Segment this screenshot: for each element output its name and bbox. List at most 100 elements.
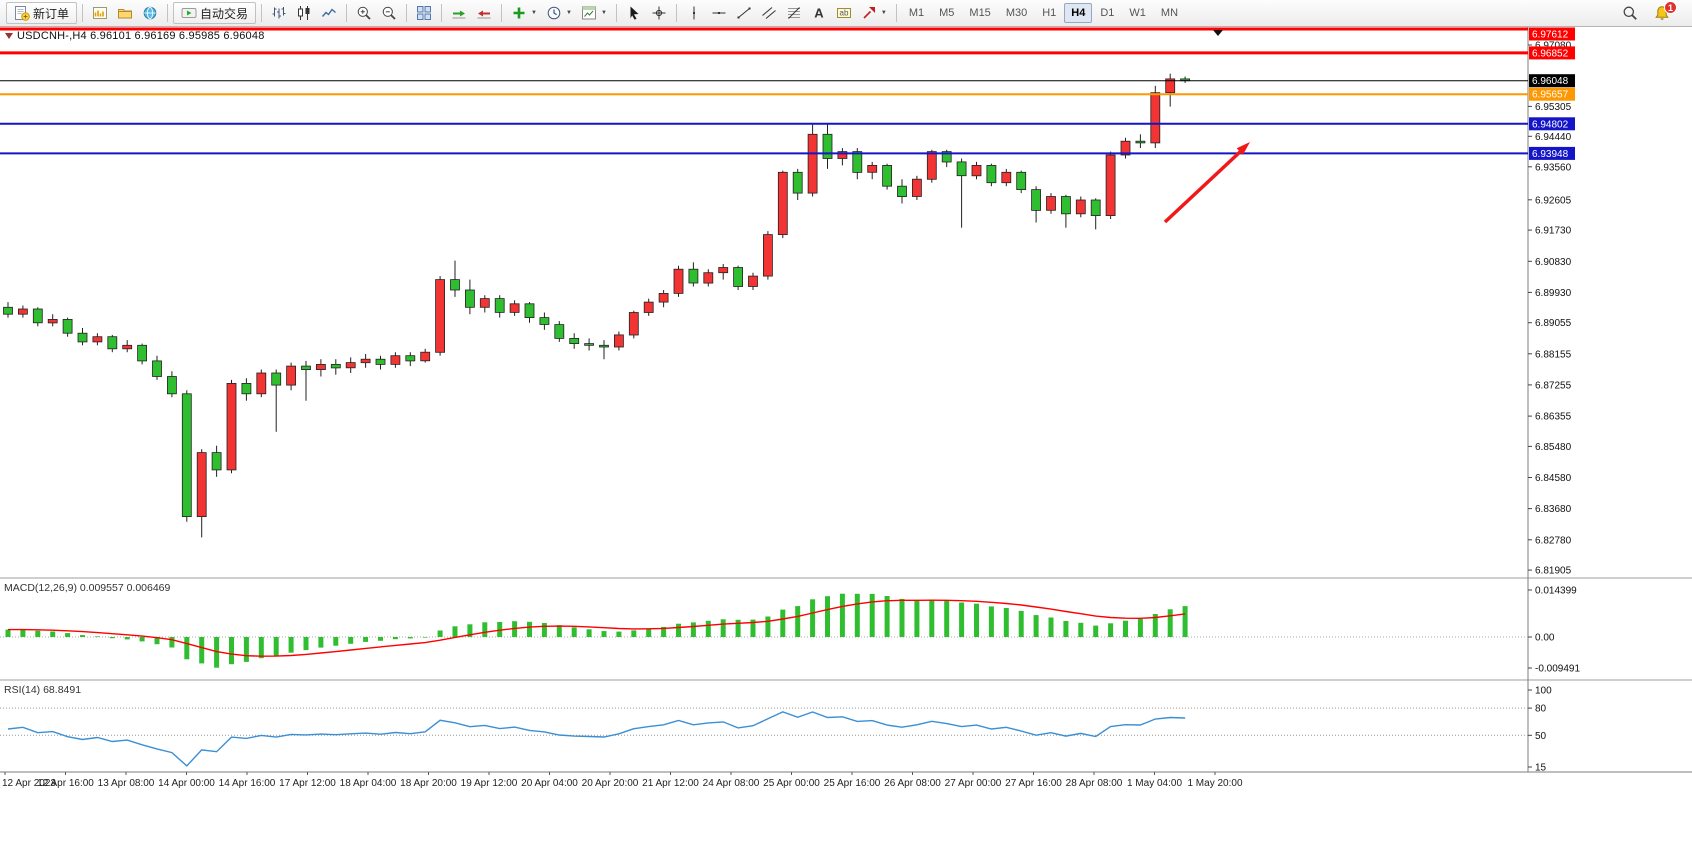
one-click-trading-toggle[interactable] [5,33,13,39]
svg-text:6.82780: 6.82780 [1535,535,1572,546]
timeframe-m30-button[interactable]: M30 [1005,7,1028,19]
macd-histogram-bar [1078,622,1084,637]
trendline-button[interactable] [732,2,756,24]
candle-body [1120,140,1131,156]
equidistant-channel-button[interactable] [757,2,781,24]
candles-icon [298,6,310,20]
candle-body [614,334,624,348]
templates-button[interactable]: ▼ [577,2,611,24]
trend-arrow-annotation[interactable] [1163,142,1250,224]
svg-text:6.94440: 6.94440 [1535,132,1572,143]
macd-histogram-bar [735,619,741,637]
zoom-out-button[interactable] [377,2,401,24]
macd-histogram-bar [795,606,801,637]
macd-histogram-bar [35,630,41,637]
svg-text:6.95305: 6.95305 [1535,102,1572,113]
tile-windows-button[interactable] [412,2,436,24]
timeframe-mn-button[interactable]: MN [1160,7,1179,19]
chart-canvas[interactable]: 6.97080 6.95305 6.94440 6.93560 6.92605 6.917… [0,27,1692,857]
zoom-in-button[interactable] [352,2,376,24]
candle-body [256,372,267,395]
cursor-button[interactable] [622,2,646,24]
horizontal-line-button[interactable] [707,2,731,24]
svg-text:6.90830: 6.90830 [1535,257,1572,268]
candle-body [1150,92,1161,144]
macd-histogram-bar [616,631,622,637]
svg-text:12 Apr 16:00: 12 Apr 16:00 [37,778,94,789]
candle-body [1046,196,1056,211]
vertical-line-button[interactable] [682,2,706,24]
macd-histogram-bar [229,637,234,665]
dropdown-caret-icon[interactable]: ▼ [600,10,607,16]
timeframe-m15-button[interactable]: M15 [969,7,991,19]
toolbar-separator [501,4,503,22]
magnifier-icon [1623,6,1637,20]
bar-chart-button[interactable] [267,2,291,24]
candle-body [554,324,565,339]
data-window-button[interactable] [138,2,162,24]
text-button[interactable]: A [807,2,831,24]
macd-histogram-bar [20,629,26,637]
autotrading-button[interactable]: 自动交易 [173,2,257,24]
timeframe-m5-button[interactable]: M5 [939,7,955,19]
text-icon: A [814,6,824,21]
macd-histogram-bar [959,602,965,637]
macd-histogram-bar [184,637,190,660]
macd-histogram-bar [5,629,11,637]
charts-button[interactable] [88,2,112,24]
macd-histogram-bar [974,603,979,637]
candle-body [584,343,594,346]
periods-button[interactable]: ▼ [542,2,576,24]
template-icon [581,6,596,20]
macd-histogram-bar [199,637,205,664]
indicators-icon [513,7,525,19]
svg-text:A: A [814,6,824,21]
svg-text:20 Apr 20:00: 20 Apr 20:00 [582,778,639,789]
fibonacci-button[interactable] [782,2,806,24]
candle-body [599,344,609,348]
timeframe-h1-button[interactable]: H1 [1042,7,1057,19]
macd-histogram-bar [437,630,443,637]
dropdown-caret-icon[interactable]: ▼ [565,10,572,16]
dropdown-caret-icon[interactable]: ▼ [880,10,887,16]
candle-body [643,301,654,313]
macd-histogram-bar [556,625,562,637]
line-chart-button[interactable] [317,2,341,24]
timeframe-d1-button[interactable]: D1 [1100,7,1115,19]
timeframe-w1-button[interactable]: W1 [1129,7,1146,19]
arrows-button[interactable]: ▼ [857,2,891,24]
crosshair-button[interactable] [647,2,671,24]
zoom-out-icon [382,6,396,20]
macd-histogram-bar [1063,621,1069,637]
charts-icon [93,7,108,19]
svg-text:26 Apr 08:00: 26 Apr 08:00 [884,778,941,789]
dropdown-caret-icon[interactable]: ▼ [531,10,537,16]
timeframe-m1-button[interactable]: M1 [908,7,925,19]
fibonacci-icon [787,7,800,19]
text-label-button[interactable]: ab [832,2,856,24]
symbol-search-button[interactable] [1618,2,1642,24]
candlestick-chart-button[interactable] [292,2,316,24]
candle-body [420,351,431,362]
candle-body [658,292,669,303]
chart-shift-button[interactable] [472,2,496,24]
profiles-button[interactable] [113,2,137,24]
macd-histogram-bar [65,633,71,637]
auto-scroll-button[interactable] [447,2,471,24]
svg-text:19 Apr 12:00: 19 Apr 12:00 [461,778,518,789]
svg-text:24 Apr 08:00: 24 Apr 08:00 [703,778,760,789]
indicators-button[interactable]: ▼ [507,2,541,24]
chart-shift-marker[interactable] [1213,30,1223,36]
macd-histogram-bar [243,637,249,662]
new-order-button[interactable]: 新订单 [6,2,78,24]
auto-scroll-icon [452,10,466,19]
candle-body [330,363,341,369]
candle-body [986,164,997,184]
hline-icon [712,12,726,14]
new-order-label: 新订单 [33,6,70,21]
macd-histogram-bar [94,636,100,637]
svg-text:6.86355: 6.86355 [1535,412,1572,423]
macd-histogram-bar [929,599,935,637]
notifications-button[interactable]: 1 [1650,1,1677,24]
timeframe-h4-button[interactable]: H4 [1064,3,1093,23]
